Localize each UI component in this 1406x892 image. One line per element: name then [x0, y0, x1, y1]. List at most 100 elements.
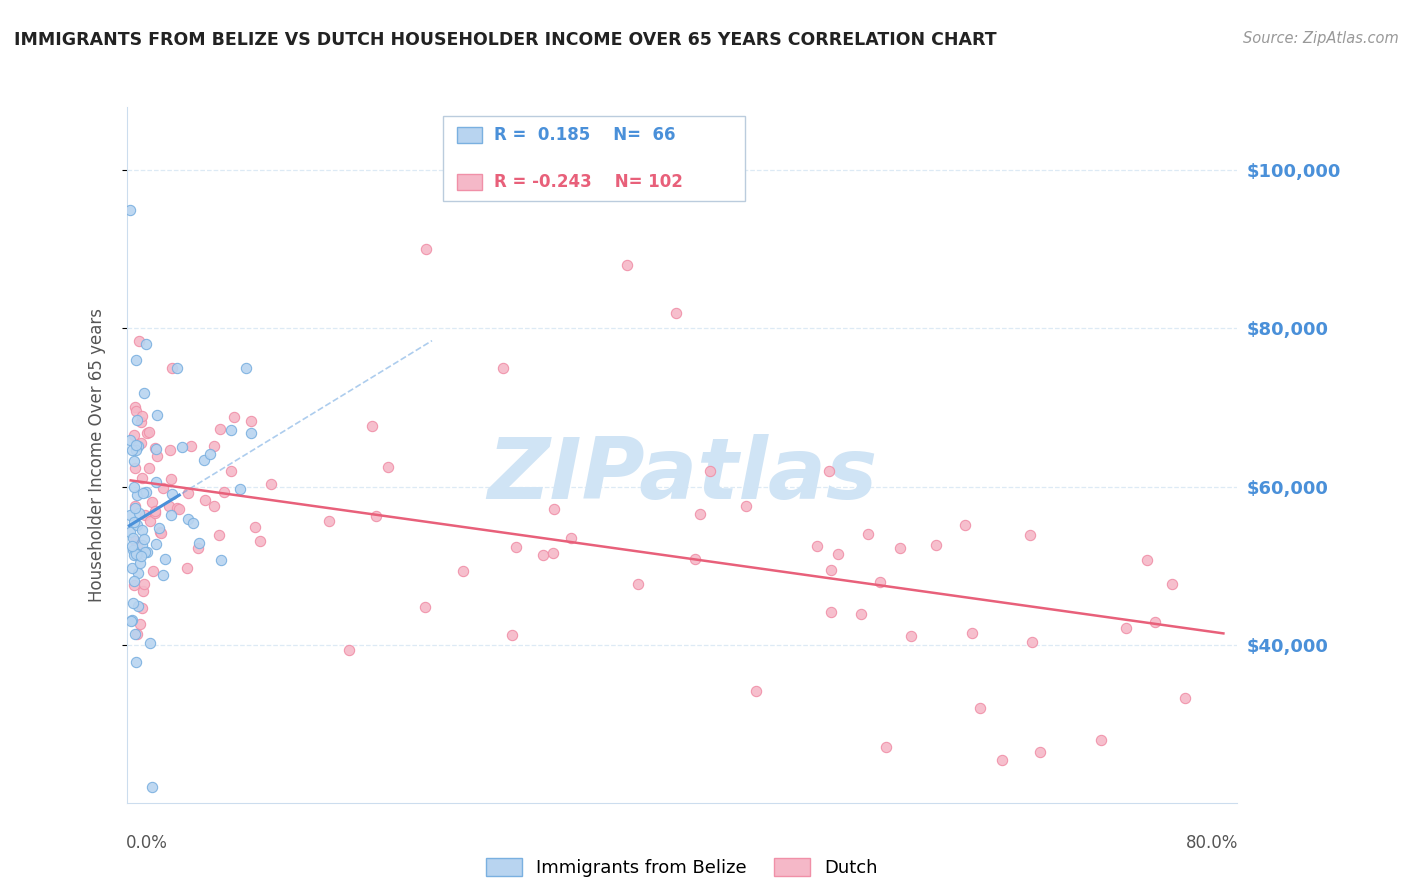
Point — [875, 740, 897, 755]
Point — [125, 443, 148, 458]
Text: ZIPatlas: ZIPatlas — [486, 434, 877, 517]
Point — [413, 600, 436, 615]
Point — [827, 547, 849, 561]
Text: R = -0.243    N= 102: R = -0.243 N= 102 — [494, 173, 682, 191]
Point — [120, 614, 142, 628]
Point — [134, 533, 156, 547]
Point — [219, 423, 242, 437]
Point — [180, 439, 202, 453]
Point — [991, 753, 1014, 767]
Text: IMMIGRANTS FROM BELIZE VS DUTCH HOUSEHOLDER INCOME OVER 65 YEARS CORRELATION CHA: IMMIGRANTS FROM BELIZE VS DUTCH HOUSEHOL… — [14, 31, 997, 49]
Text: R =  0.185    N=  66: R = 0.185 N= 66 — [494, 126, 675, 144]
Point — [193, 452, 215, 467]
Point — [142, 564, 165, 578]
Point — [219, 465, 242, 479]
Point — [627, 577, 650, 591]
Point — [128, 334, 150, 349]
Point — [131, 415, 153, 429]
Point — [167, 502, 190, 516]
Point — [160, 487, 183, 501]
Point — [122, 578, 145, 592]
Point — [222, 409, 245, 424]
Point — [120, 508, 142, 522]
Point — [735, 500, 758, 514]
Point — [127, 566, 149, 581]
Point — [212, 484, 235, 499]
Y-axis label: Householder Income Over 65 years: Householder Income Over 65 years — [87, 308, 105, 602]
Point — [202, 500, 225, 514]
Point — [127, 439, 149, 453]
Point — [806, 539, 828, 553]
Point — [851, 607, 873, 622]
Point — [665, 305, 688, 319]
Point — [155, 552, 177, 566]
Point — [209, 553, 232, 567]
Point — [124, 515, 146, 529]
Point — [149, 524, 172, 539]
Point — [1160, 577, 1182, 591]
Point — [1090, 732, 1112, 747]
Point — [689, 507, 711, 521]
Point — [699, 464, 721, 478]
Point — [181, 516, 204, 530]
Point — [135, 485, 157, 500]
Point — [125, 655, 148, 669]
Point — [451, 564, 474, 578]
Point — [121, 531, 143, 545]
Point — [176, 512, 198, 526]
Point — [820, 605, 842, 619]
Point — [492, 361, 515, 376]
Point — [337, 642, 360, 657]
Point — [131, 523, 153, 537]
Point — [125, 627, 148, 641]
Point — [166, 361, 188, 376]
Point — [900, 629, 922, 643]
Point — [1021, 635, 1043, 649]
Point — [160, 508, 183, 523]
Point — [166, 501, 188, 516]
Point — [240, 426, 263, 441]
Point — [198, 447, 221, 461]
Text: 0.0%: 0.0% — [125, 834, 167, 852]
Point — [969, 701, 991, 715]
Point — [925, 538, 948, 552]
Point — [145, 442, 167, 457]
Point — [360, 419, 382, 434]
Point — [820, 563, 842, 577]
Point — [889, 541, 911, 555]
Point — [132, 486, 155, 500]
Point — [683, 552, 706, 566]
Point — [239, 414, 262, 428]
Point — [120, 202, 142, 217]
Point — [138, 514, 160, 528]
Point — [869, 574, 891, 589]
Point — [505, 540, 527, 554]
Point — [377, 459, 399, 474]
Point — [856, 527, 879, 541]
Point — [1029, 745, 1052, 759]
Point — [143, 441, 166, 455]
Point — [131, 601, 153, 615]
Point — [136, 544, 159, 558]
Point — [125, 548, 148, 562]
Point — [132, 584, 155, 599]
Point — [501, 627, 523, 641]
Point — [146, 408, 169, 422]
Point — [132, 386, 155, 401]
Point — [364, 509, 387, 524]
Point — [157, 499, 180, 513]
Point — [162, 361, 184, 376]
Text: 80.0%: 80.0% — [1187, 834, 1239, 852]
Point — [172, 441, 194, 455]
Point — [124, 461, 146, 475]
Point — [124, 454, 146, 468]
Point — [141, 495, 163, 509]
Point — [124, 400, 146, 414]
Point — [138, 461, 160, 475]
Point — [249, 533, 271, 548]
Point — [616, 258, 638, 272]
Point — [229, 482, 252, 496]
Point — [202, 439, 225, 453]
Point — [1115, 621, 1137, 635]
Point — [125, 438, 148, 452]
